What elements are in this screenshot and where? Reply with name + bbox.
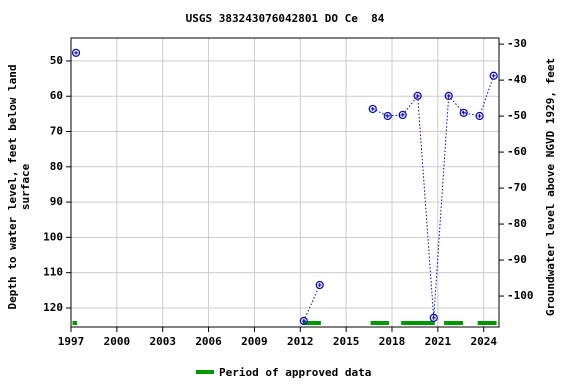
data-point-cross (400, 112, 405, 117)
data-point-cross (385, 113, 390, 118)
y2-tick-label: -30 (507, 37, 527, 50)
x-tick-label: 2006 (195, 335, 222, 348)
data-point-cross (74, 50, 79, 55)
y-tick-label: 110 (43, 266, 63, 279)
x-tick-label: 2024 (470, 335, 497, 348)
y-tick-label: 100 (43, 230, 63, 243)
data-point-cross (301, 319, 306, 324)
legend-label: Period of approved data (219, 366, 371, 379)
x-tick-label: 1997 (58, 335, 85, 348)
data-point (299, 316, 308, 326)
y2-tick-label: -50 (507, 109, 527, 122)
y-tick-label: 120 (43, 301, 63, 314)
y-tick-label: 70 (50, 125, 63, 138)
approved-period (401, 321, 435, 325)
data-point-cross (431, 315, 436, 320)
data-point-cross (370, 106, 375, 111)
approved-period (72, 321, 78, 325)
y2-axis-label: Groundwater level above NGVD 1929, feet (544, 58, 557, 316)
y2-tick-label: -90 (507, 253, 527, 266)
y-tick-label: 50 (50, 54, 63, 67)
approved-period (302, 321, 321, 325)
data-point (429, 313, 438, 322)
series-line (303, 75, 495, 322)
data-point (489, 71, 498, 80)
data-point-cross (461, 110, 466, 115)
approved-period (443, 321, 464, 325)
data-point (413, 91, 422, 100)
x-tick-label: 2000 (104, 335, 131, 348)
data-point (315, 280, 324, 290)
y2-tick-label: -70 (507, 181, 527, 194)
x-tick-label: 2009 (241, 335, 268, 348)
data-point-cross (317, 283, 322, 288)
data-point (383, 111, 392, 121)
x-tick-label: 2012 (287, 335, 314, 348)
chart-title: USGS 383243076042801 DO Ce 84 (186, 12, 385, 25)
data-point (71, 48, 81, 57)
approved-period (477, 321, 497, 325)
data-point (398, 110, 407, 120)
x-tick-label: 2018 (379, 335, 406, 348)
y2-tick-label: -60 (507, 145, 527, 158)
plot-frame (70, 37, 500, 328)
x-tick-label: 2021 (425, 335, 452, 348)
y-axis-label: surface (19, 163, 32, 210)
data-point-cross (477, 113, 482, 118)
data-point (444, 91, 453, 100)
data-point-cross (491, 73, 496, 78)
y2-tick-label: -100 (507, 289, 534, 302)
y2-tick-label: -80 (507, 217, 527, 230)
y-tick-label: 90 (50, 195, 63, 208)
data-point-cross (415, 93, 420, 98)
data-point (475, 111, 484, 121)
y-tick-label: 80 (50, 160, 63, 173)
approved-period (370, 321, 389, 325)
y2-tick-label: -40 (507, 73, 527, 86)
x-tick-label: 2003 (149, 335, 176, 348)
data-point (368, 104, 377, 114)
x-tick-label: 2015 (333, 335, 360, 348)
data-point (459, 108, 468, 117)
y-tick-label: 60 (50, 89, 63, 102)
data-point-cross (446, 93, 451, 98)
y-axis-label: Depth to water level, feet below land (6, 64, 19, 309)
